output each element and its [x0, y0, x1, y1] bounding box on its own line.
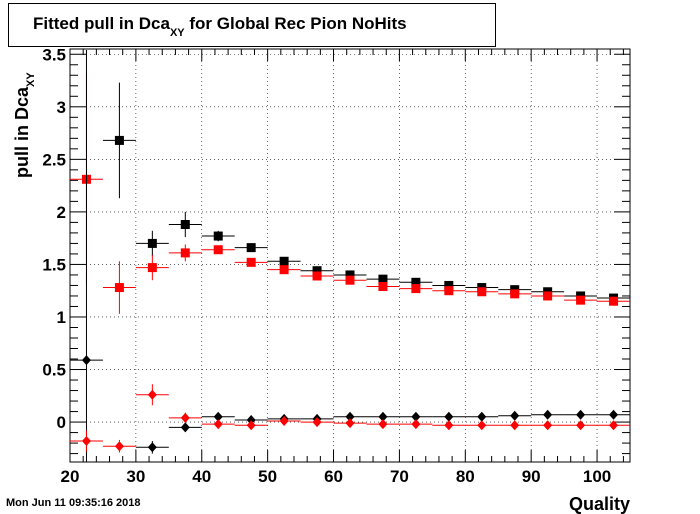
y-tick-label: 1.5	[42, 255, 66, 274]
data-point-square	[444, 280, 454, 290]
data-point-square	[576, 295, 586, 305]
y-tick-label: 2.5	[42, 150, 66, 169]
data-point-diamond	[609, 420, 619, 431]
data-point-diamond	[114, 441, 124, 452]
data-point-square	[312, 271, 322, 281]
data-point-square	[477, 287, 487, 297]
data-point-diamond	[279, 416, 289, 427]
data-point-diamond	[477, 411, 487, 422]
title-main: Fitted pull in Dca	[33, 14, 170, 33]
data-point-square	[180, 219, 190, 229]
y-axis-title: pull in DcaXY	[12, 72, 37, 178]
data-point-diamond	[180, 412, 190, 423]
data-point-diamond	[180, 422, 190, 433]
data-point-diamond	[147, 389, 157, 400]
plot-frame	[69, 48, 631, 463]
y-tick-label: 3	[57, 98, 66, 117]
data-point-diamond	[576, 420, 586, 431]
data-point-square	[345, 270, 355, 280]
data-point-diamond	[543, 420, 553, 431]
data-point-square	[279, 256, 289, 266]
data-point-diamond	[477, 420, 487, 431]
data-point-diamond	[81, 435, 91, 446]
y-tick-label: 0.5	[42, 361, 66, 380]
data-point-square	[147, 263, 157, 273]
data-point-square	[378, 282, 388, 292]
data-point-square	[411, 284, 421, 294]
data-point-square	[345, 275, 355, 285]
data-point-square	[246, 243, 256, 253]
title-subscript: XY	[169, 27, 185, 39]
data-point-diamond	[378, 411, 388, 422]
data-point-diamond	[444, 411, 454, 422]
data-point-diamond	[411, 419, 421, 430]
y-tick-label: 1	[57, 308, 66, 327]
data-point-square	[147, 238, 157, 248]
data-point-square	[279, 265, 289, 275]
data-point-diamond	[345, 418, 355, 429]
data-point-diamond	[576, 409, 586, 420]
data-point-diamond	[609, 409, 619, 420]
x-tick-label: 100	[583, 467, 611, 486]
y-axis-title-subscript: XY	[25, 72, 37, 87]
data-point-square	[411, 277, 421, 287]
data-point-diamond	[345, 411, 355, 422]
data-point-square	[213, 245, 223, 255]
data-point-diamond	[444, 420, 454, 431]
data-point-square	[246, 257, 256, 267]
data-point-diamond	[312, 417, 322, 428]
data-point-diamond	[543, 409, 553, 420]
y-tick-label: 3.5	[42, 45, 66, 64]
x-tick-label: 80	[456, 467, 475, 486]
chart-title: Fitted pull in DcaXY for Global Rec Pion…	[33, 14, 407, 39]
x-tick-label: 60	[324, 467, 343, 486]
data-point-square	[543, 291, 553, 301]
data-point-square	[378, 274, 388, 284]
title-rest: for Global Rec Pion NoHits	[184, 14, 407, 33]
x-tick-label: 20	[61, 467, 80, 486]
x-tick-label: 50	[258, 467, 277, 486]
data-point-diamond	[147, 442, 157, 453]
data-point-diamond	[510, 420, 520, 431]
data-point-diamond	[510, 410, 520, 421]
timestamp: Mon Jun 11 09:35:16 2018	[6, 497, 141, 509]
data-point-diamond	[81, 355, 91, 366]
data-point-square	[312, 266, 322, 276]
data-point-diamond	[213, 419, 223, 430]
data-point-square	[114, 283, 124, 293]
data-point-square	[444, 286, 454, 296]
x-tick-label: 40	[192, 467, 211, 486]
data-point-diamond	[246, 414, 256, 425]
data-point-square	[213, 231, 223, 241]
data-point-diamond	[246, 420, 256, 431]
data-point-square	[114, 135, 124, 145]
data-point-square	[510, 289, 520, 299]
x-axis-title: Quality	[569, 494, 630, 514]
chart-title-box: Fitted pull in DcaXY for Global Rec Pion…	[8, 3, 496, 47]
data-point-diamond	[378, 419, 388, 430]
x-tick-label: 90	[522, 467, 541, 486]
data-point-square	[609, 296, 619, 306]
data-point-square	[180, 248, 190, 258]
x-tick-label: 70	[390, 467, 409, 486]
y-tick-label: 2	[57, 203, 66, 222]
data-point-diamond	[411, 411, 421, 422]
y-tick-label: 0	[57, 413, 66, 432]
data-point-diamond	[213, 411, 223, 422]
x-tick-label: 30	[126, 467, 145, 486]
